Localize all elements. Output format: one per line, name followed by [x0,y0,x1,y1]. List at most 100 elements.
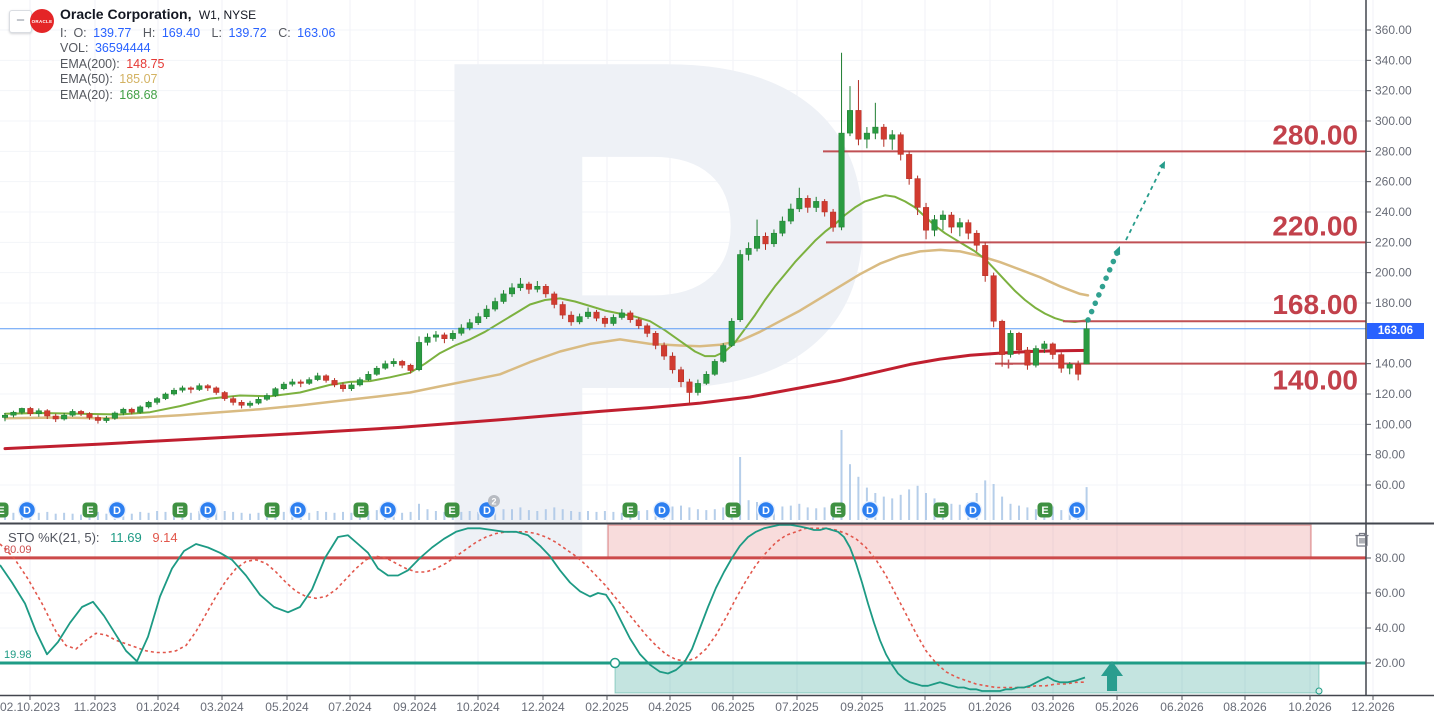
dividends-marker[interactable] [17,500,37,520]
candle-body [44,410,51,417]
date-tick-label: 06.2026 [1160,700,1204,714]
earnings-marker[interactable] [622,502,638,518]
ema200-row[interactable]: EMA(200): 148.75 [60,57,343,73]
dividends-marker[interactable] [107,500,127,520]
date-tick-label: 02.10.2023 [0,700,60,714]
candle-body [432,334,439,338]
candle-body [542,286,549,295]
volume-bar [671,506,674,520]
ema20-row[interactable]: EMA(20): 168.68 [60,88,343,104]
earnings-marker[interactable] [830,502,846,518]
price-tick-label: 320.00 [1375,84,1412,98]
collapse-legend-button[interactable]: − [9,10,32,33]
date-tick-label: 07.2025 [775,700,819,714]
volume-bar [308,512,311,520]
earnings-marker[interactable] [264,502,280,518]
earnings-marker[interactable] [353,502,369,518]
volume-bar [80,514,82,520]
candle-body [576,316,583,323]
symbol-title-row[interactable]: Oracle Corporation, W1, NYSE [60,6,343,24]
candle-body [52,415,59,420]
candle-body [289,381,296,385]
candle-body [314,375,321,380]
earnings-marker[interactable] [1037,502,1053,518]
candle-body [1075,364,1082,375]
volume-bar [282,511,285,520]
sto-tick-label: 60.00 [1375,586,1405,600]
volume-bar [713,509,716,520]
volume-bar [1009,503,1012,520]
candle-body [424,336,431,343]
ema50-row[interactable]: EMA(50): 185.07 [60,72,343,88]
candle-body [263,395,270,400]
level-label-220.00[interactable]: 220.00 [1272,210,1358,241]
price-tick-label: 140.00 [1375,357,1412,371]
dividends-marker[interactable] [860,500,880,520]
volume-bar [375,510,378,520]
dividends-letter: D [23,505,31,517]
earnings-marker[interactable] [0,502,9,518]
candle-body [999,320,1006,355]
candle-body [61,414,68,420]
volume-bar [12,512,15,520]
candle-body [204,385,211,389]
volume-bar [739,457,742,520]
volume-bar [527,510,530,520]
volume-bar [1026,507,1029,520]
candle-body [678,369,684,383]
volume-bar [519,507,522,520]
ema50-line[interactable] [3,248,1090,420]
volume-bar [815,508,818,520]
candle-body [982,245,989,276]
candle-body [610,317,617,324]
stochastic-legend[interactable]: STO %K(21, 5): 11.69 9.14 [8,530,178,545]
price-axis[interactable]: 360.00 340.00 320.00 300.00 280.00 260.00 240.… [1366,23,1412,492]
dividends-marker[interactable] [198,500,218,520]
ema200-line[interactable] [3,348,1090,451]
candle-body [855,110,862,140]
level-handle-icon[interactable] [1004,359,1013,369]
volume-bar [367,511,370,520]
level-label-140.00[interactable]: 140.00 [1272,365,1358,396]
level-label-280.00[interactable]: 280.00 [1272,119,1358,150]
sto-axis[interactable]: 80.00 60.00 40.00 20.00 [1366,551,1405,670]
candle-body [492,301,499,310]
zone-end-handle[interactable] [1315,687,1323,695]
candle-body [880,126,887,140]
volume-bar [443,511,446,520]
volume-bar [891,498,894,520]
dividends-marker[interactable] [1067,500,1087,520]
dividends-marker[interactable] [652,500,672,520]
earnings-marker[interactable] [82,502,98,518]
dividends-marker[interactable] [963,500,983,520]
earnings-marker[interactable] [933,502,949,518]
volume-bar [747,500,750,520]
dividends-letter: D [762,505,770,517]
candle-body [213,387,220,393]
projection-dashed-segment [1125,164,1164,241]
date-tick-label: 08.2026 [1223,700,1267,714]
candle-body [120,408,127,414]
earnings-letter: E [357,505,364,517]
volume-bar [223,511,226,520]
delete-study-button[interactable] [1352,529,1372,549]
candle-body [711,361,718,375]
sto-lower-band-label: 19.98 [4,649,32,661]
dividends-marker[interactable] [756,500,776,520]
sto-k-line [0,523,1086,692]
date-axis[interactable]: 02.10.2023 11.2023 01.2024 03.2024 05.2024 07… [0,695,1395,714]
trend-arrow[interactable] [1085,161,1165,323]
dividends-marker[interactable] [288,500,308,520]
earnings-marker[interactable] [725,502,741,518]
candle-body [897,134,904,155]
earnings-marker[interactable] [172,502,188,518]
zone-start-handle[interactable] [609,657,621,669]
price-tick-label: 280.00 [1375,144,1412,158]
dividends-marker[interactable] [378,500,398,520]
earnings-marker[interactable] [444,502,460,518]
volume-bar [984,480,987,520]
ema20-label: EMA(20): [60,87,113,102]
candle-body [635,319,642,327]
level-label-168.00[interactable]: 168.00 [1272,289,1358,320]
